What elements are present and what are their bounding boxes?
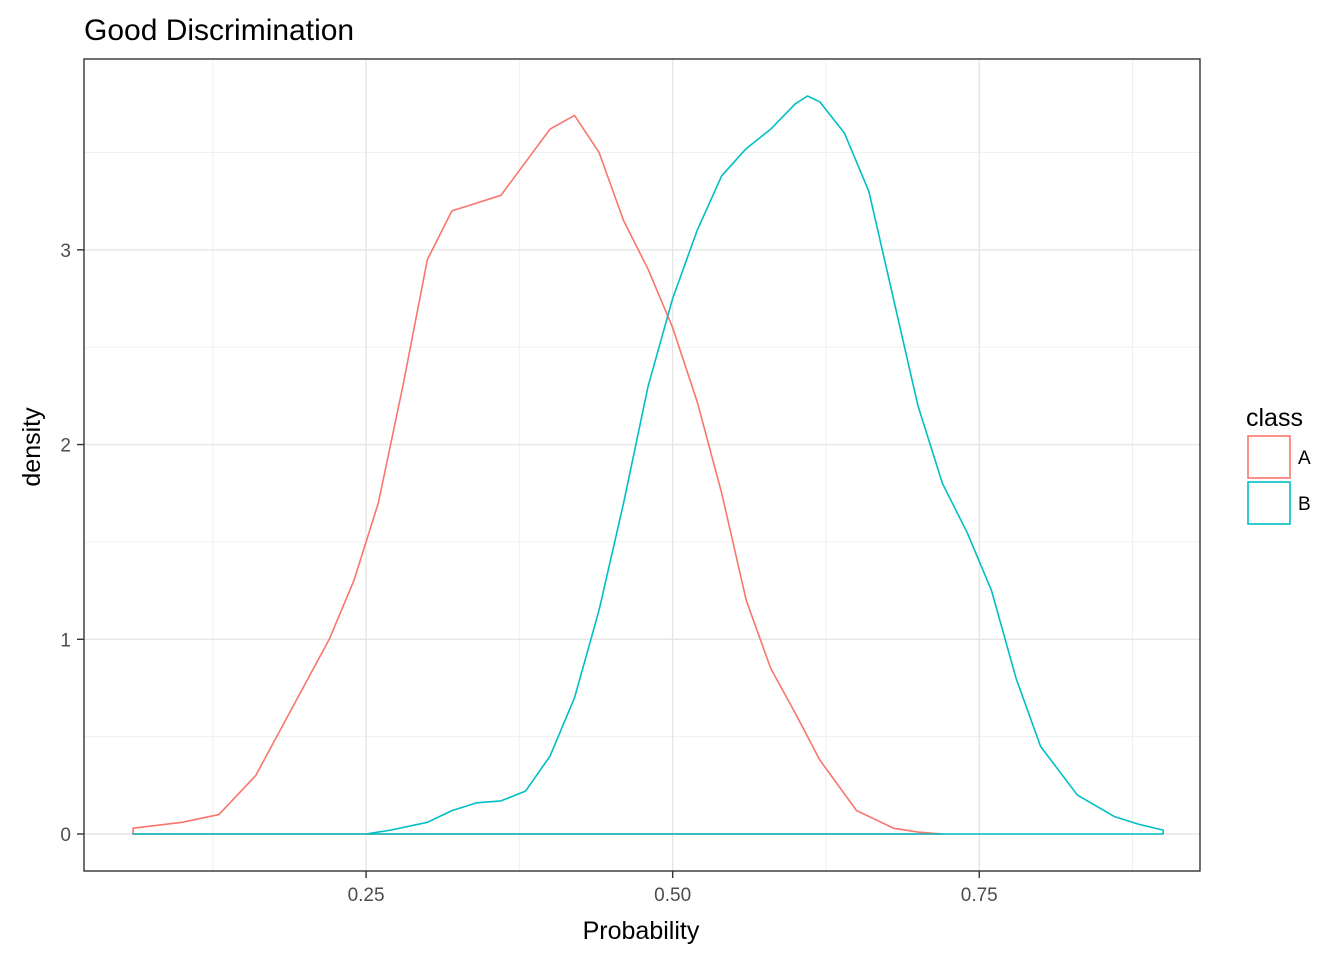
panel-background — [84, 59, 1200, 871]
legend-title: class — [1246, 404, 1303, 432]
series-a-line — [132, 114, 944, 835]
chart-title: Good Discrimination — [84, 14, 354, 47]
y-axis: 0 1 2 3 — [60, 241, 84, 846]
legend: class A B — [1246, 404, 1311, 525]
y-tick-label: 1 — [60, 630, 71, 651]
y-axis-title: density — [18, 407, 46, 487]
panel-border — [83, 58, 1201, 872]
legend-key-a — [1247, 435, 1291, 479]
plot-panel — [83, 58, 1201, 872]
legend-key-b — [1247, 481, 1291, 525]
series-layer — [132, 95, 1165, 835]
y-tick-label: 0 — [60, 825, 71, 846]
x-axis-title: Probability — [583, 917, 700, 945]
x-tick-label: 0.75 — [961, 885, 998, 906]
y-tick-label: 3 — [60, 241, 71, 262]
series-b-line — [132, 95, 1165, 835]
x-tick-label: 0.50 — [654, 885, 691, 906]
x-axis: 0.25 0.50 0.75 — [348, 871, 998, 906]
legend-label-a: A — [1298, 448, 1311, 469]
legend-label-b: B — [1298, 494, 1311, 515]
y-tick-label: 2 — [60, 436, 71, 457]
x-tick-label: 0.25 — [348, 885, 385, 906]
